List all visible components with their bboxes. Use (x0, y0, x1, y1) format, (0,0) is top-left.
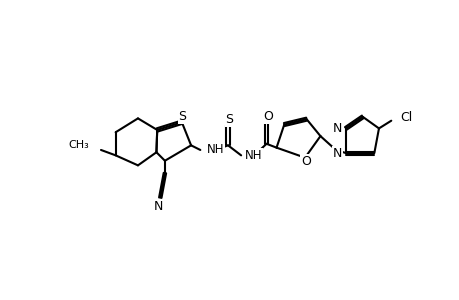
Text: O: O (300, 155, 310, 168)
Text: CH₃: CH₃ (68, 140, 89, 150)
Text: S: S (178, 110, 186, 123)
Text: N: N (332, 122, 341, 135)
Text: NH: NH (206, 143, 224, 157)
Text: S: S (225, 113, 233, 126)
Text: N: N (154, 200, 163, 213)
Text: Cl: Cl (400, 111, 412, 124)
Text: N: N (332, 146, 341, 160)
Text: NH: NH (245, 149, 262, 162)
Text: O: O (263, 110, 273, 123)
